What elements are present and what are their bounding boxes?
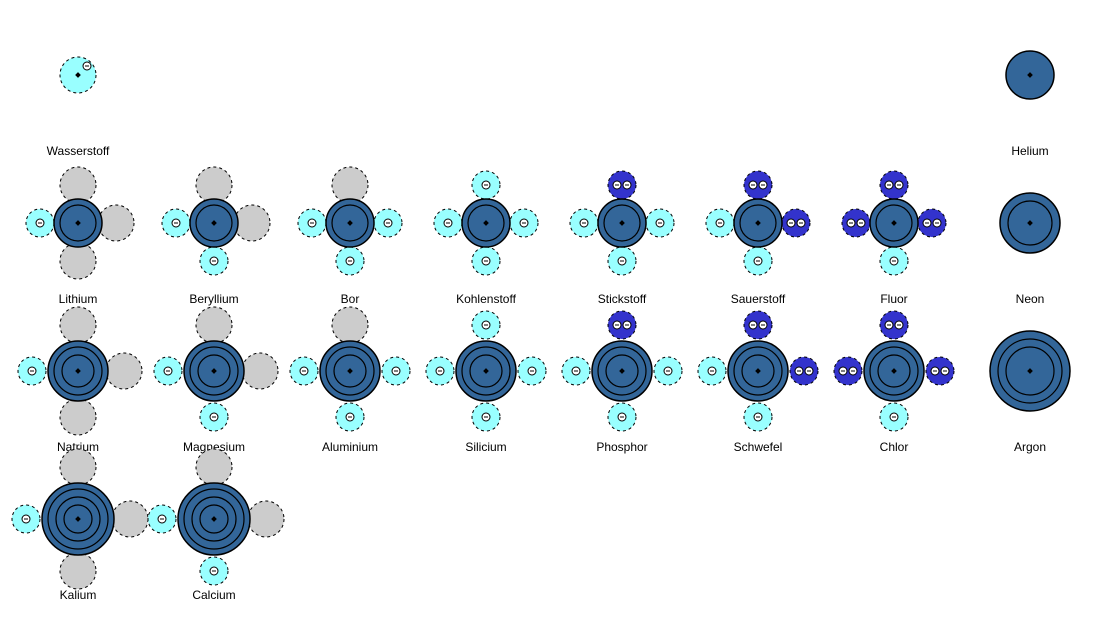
element-label: Sauerstoff [731, 292, 785, 306]
element-label: Calcium [192, 588, 235, 602]
element-label: Chlor [880, 440, 909, 454]
atom-diagram [693, 169, 823, 289]
element-schwefel: Schwefel [690, 306, 826, 454]
element-label: Kalium [60, 588, 97, 602]
element-label: Helium [1011, 144, 1048, 158]
atom-diagram [557, 317, 687, 437]
atom-diagram [149, 465, 279, 585]
element-label: Phosphor [596, 440, 647, 454]
atom-diagram [557, 169, 687, 289]
element-silicium: Silicium [418, 306, 554, 454]
atom-diagram [829, 317, 959, 437]
element-label: Stickstoff [598, 292, 646, 306]
element-label: Lithium [59, 292, 98, 306]
element-helium: Helium [962, 10, 1098, 158]
element-label: Argon [1014, 440, 1046, 454]
element-natrium: Natrium [10, 306, 146, 454]
element-bor: Bor [282, 158, 418, 306]
atom-diagram [965, 169, 1095, 289]
element-argon: Argon [962, 306, 1098, 454]
element-beryllium: Beryllium [146, 158, 282, 306]
element-sauerstoff: Sauerstoff [690, 158, 826, 306]
element-label: Beryllium [189, 292, 238, 306]
element-label: Silicium [465, 440, 506, 454]
atom-diagram [421, 317, 551, 437]
atom-diagram [149, 169, 279, 289]
atom-diagram [285, 169, 415, 289]
element-phosphor: Phosphor [554, 306, 690, 454]
periodic-orbital-grid: Wasserstoff Helium Lithium Beryllium Bor Kohl… [10, 10, 1101, 602]
element-wasserstoff: Wasserstoff [10, 10, 146, 158]
element-calcium: Calcium [146, 454, 282, 602]
atom-diagram [13, 465, 143, 585]
element-label: Aluminium [322, 440, 378, 454]
element-label: Fluor [880, 292, 907, 306]
atom-diagram [421, 169, 551, 289]
element-label: Kohlenstoff [456, 292, 516, 306]
element-fluor: Fluor [826, 158, 962, 306]
element-chlor: Chlor [826, 306, 962, 454]
atom-diagram [149, 317, 279, 437]
element-kohlenstoff: Kohlenstoff [418, 158, 554, 306]
element-kalium: Kalium [10, 454, 146, 602]
element-stickstoff: Stickstoff [554, 158, 690, 306]
atom-diagram [965, 21, 1095, 141]
element-neon: Neon [962, 158, 1098, 306]
atom-diagram [829, 169, 959, 289]
atom-diagram [965, 317, 1095, 437]
atom-diagram [285, 317, 415, 437]
element-label: Bor [341, 292, 360, 306]
element-magnesium: Magnesium [146, 306, 282, 454]
atom-diagram [693, 317, 823, 437]
element-label: Wasserstoff [47, 144, 110, 158]
element-label: Neon [1016, 292, 1045, 306]
element-label: Schwefel [734, 440, 783, 454]
element-lithium: Lithium [10, 158, 146, 306]
atom-diagram [13, 21, 143, 141]
atom-diagram [13, 317, 143, 437]
atom-diagram [13, 169, 143, 289]
element-aluminium: Aluminium [282, 306, 418, 454]
